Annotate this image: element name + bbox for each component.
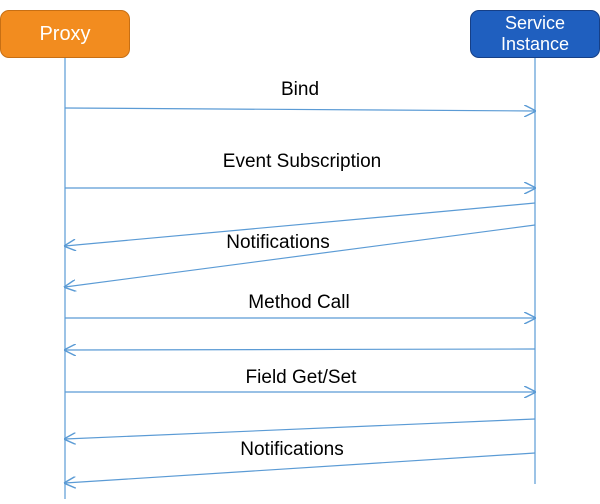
message-label-event-subscription: Event Subscription (222, 151, 382, 172)
message-label-bind: Bind (280, 79, 320, 100)
service-instance-participant: Service Instance (470, 10, 600, 58)
message-label-field-get-set: Field Get/Set (245, 367, 357, 388)
notification-arrow-4 (65, 452, 536, 483)
notification-arrow-1 (65, 202, 536, 246)
message-label-method-call: Method Call (248, 292, 350, 313)
notification-arrow-3 (65, 418, 536, 439)
message-label-notifications-2: Notifications (240, 439, 344, 460)
proxy-participant: Proxy (0, 10, 130, 58)
bind-arrow (64, 108, 535, 111)
proxy-label: Proxy (39, 23, 91, 45)
notification-arrow-2 (65, 224, 536, 287)
service-instance-label: Service Instance (500, 13, 570, 54)
method-response-arrow (65, 349, 536, 350)
message-label-notifications-1: Notifications (226, 232, 330, 253)
